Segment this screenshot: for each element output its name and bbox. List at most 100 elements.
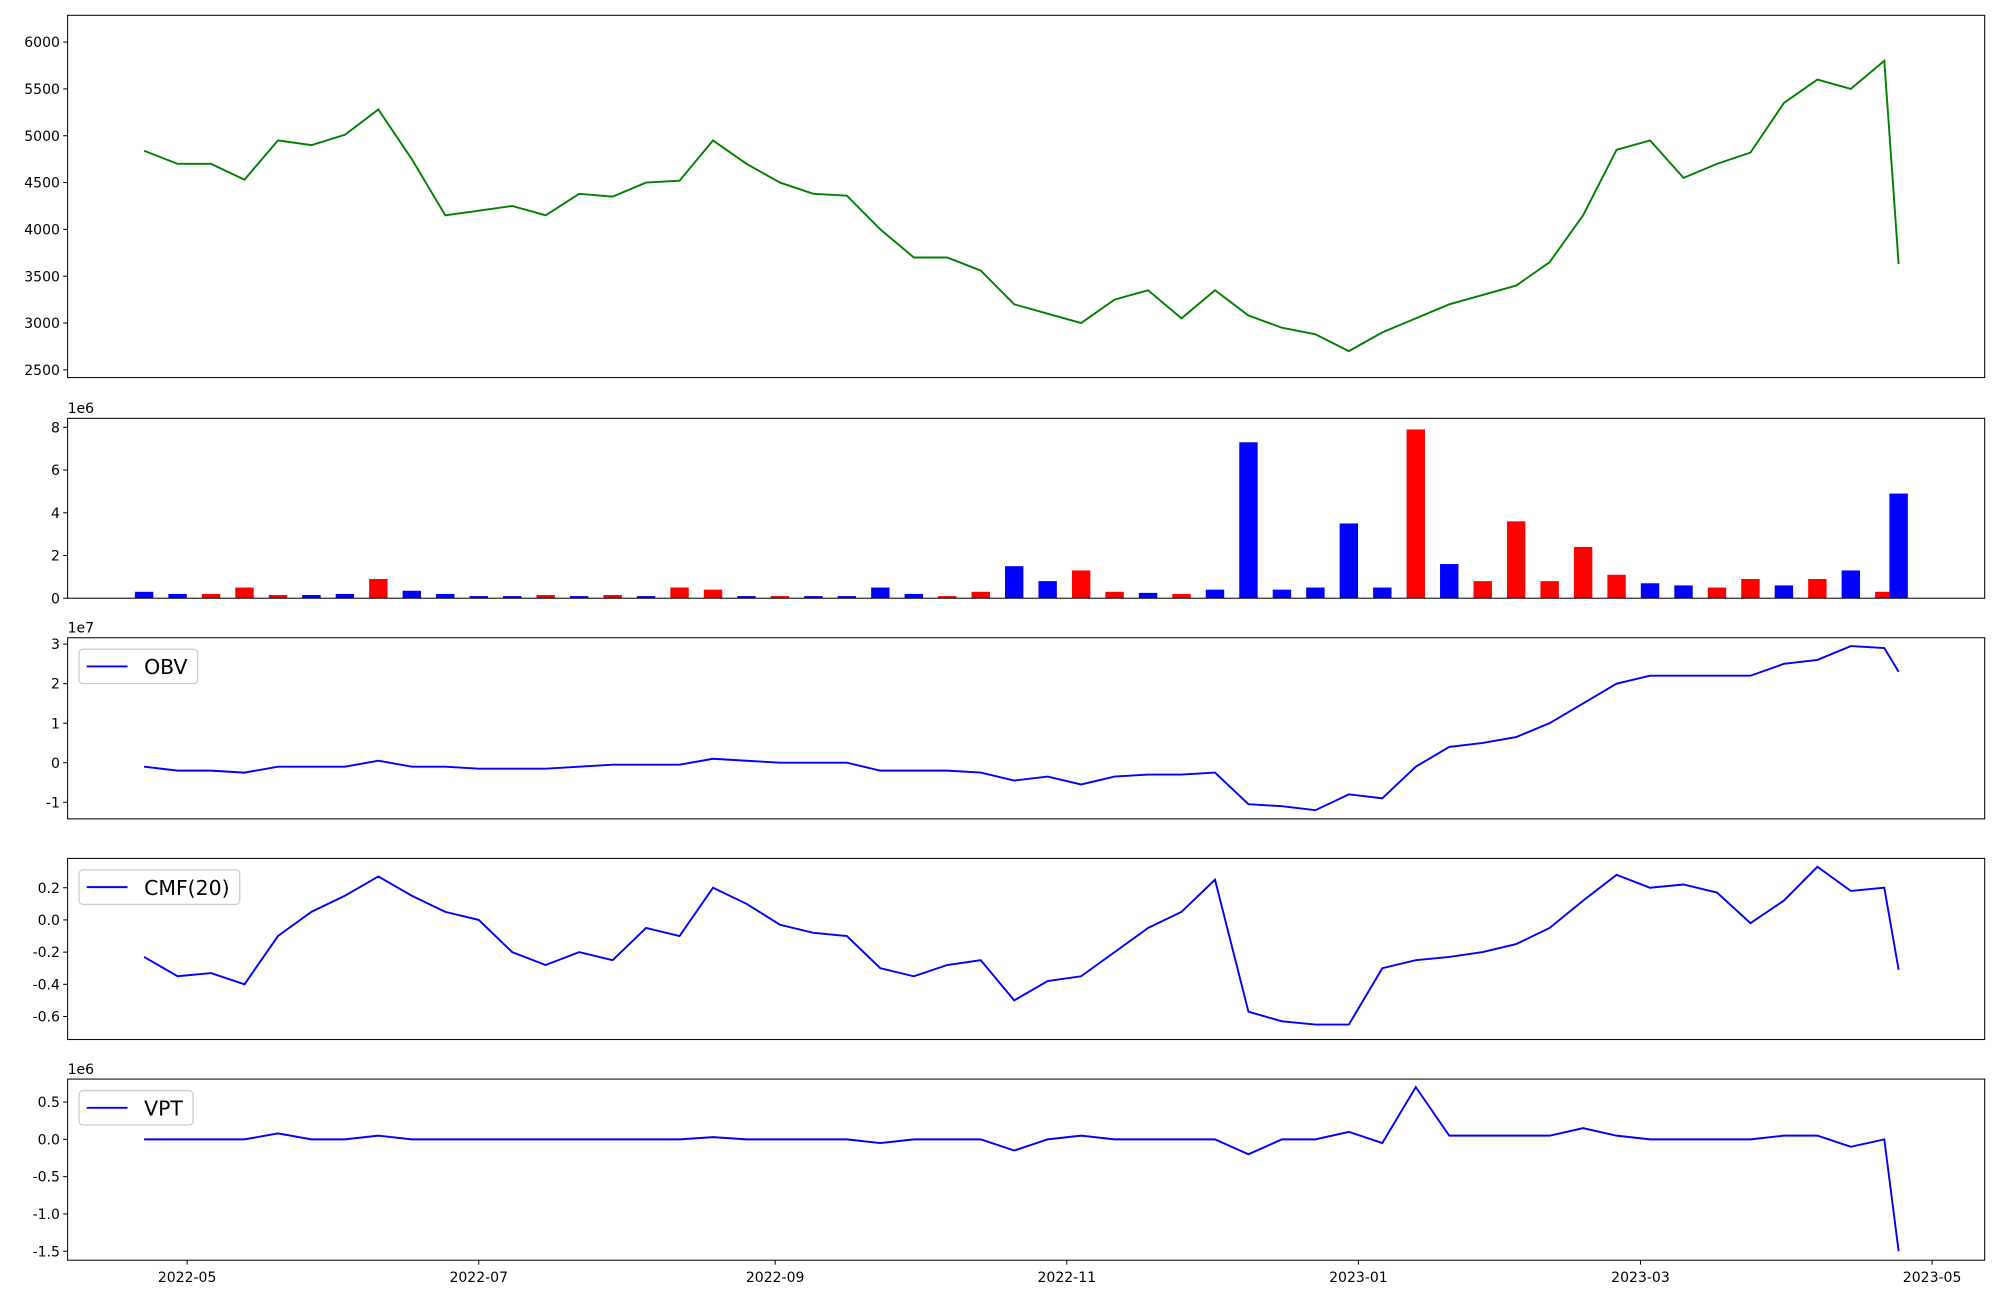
plot-frame [67,14,1986,379]
volume-bar [1339,523,1359,599]
volume-bar [1707,587,1727,599]
y-tick-label: 6 [51,463,60,479]
volume-bar [1373,587,1392,599]
panel: -1 0 1 2 3 1e7 OBV [46,621,1986,820]
series-line [144,1085,1900,1252]
y-tick-label: 0.5 [38,1095,60,1111]
volume-bar [1741,578,1760,599]
legend-label: VPT [144,1096,183,1120]
volume-bar [1774,585,1794,599]
y-tick-label: 3 [51,637,60,653]
axis-offset-label: 1e6 [68,1062,95,1078]
volume-bar [1640,583,1660,599]
volume-bar [971,591,990,599]
y-tick-label: -1.0 [33,1207,60,1223]
volume-bar [235,587,254,599]
x-tick-label: 2023-05 [1903,1270,1962,1286]
panel: 2500 3000 3500 4000 4500 5000 5500 6000 [24,14,1986,379]
volume-bar [603,595,622,599]
volume-bar [1473,581,1492,599]
volume-bar [1841,570,1861,599]
y-tick-label: -0.5 [33,1170,60,1186]
y-tick-label: -0.4 [33,977,60,993]
panel: -1.5 -1.0 -0.5 0.0 0.5 1e6 2022-05 2022-07 2022-… [33,1062,1986,1286]
axis-offset-label: 1e6 [68,401,95,417]
y-tick-label: 1 [51,716,60,732]
volume-bar [1239,442,1258,599]
series-line [143,865,1900,1026]
y-tick-label: 4500 [24,176,60,192]
volume-bar [369,578,388,599]
x-tick-label: 2022-11 [1038,1270,1097,1286]
y-tick-label: 0.0 [38,1132,60,1148]
volume-bar [1674,585,1693,599]
axis-offset-label: 1e7 [68,621,94,637]
volume-bar [837,596,857,599]
plot-frame [67,417,1986,599]
y-tick-label: -1 [46,795,60,811]
x-tick-label: 2022-05 [158,1270,217,1286]
volume-bar [469,596,488,599]
legend-label: OBV [144,655,187,679]
x-tick-label: 2022-07 [449,1270,508,1286]
volume-bar [703,589,723,599]
plot-frame [67,857,1986,1041]
y-tick-label: 5500 [24,82,60,98]
legend-label: CMF(20) [144,876,229,900]
volume-bar [134,591,154,599]
y-tick-label: 8 [51,420,60,436]
y-tick-label: 4000 [24,222,60,238]
y-tick-label: 3500 [24,269,60,285]
y-tick-label: 0 [51,591,60,607]
y-tick-label: 2500 [24,363,60,379]
volume-bar [536,595,555,599]
volume-bar [503,596,522,599]
volume-bar [636,596,656,599]
volume-bar [904,593,924,599]
x-tick-label: 2022-09 [746,1270,805,1286]
volume-bar [436,593,455,599]
volume-bar [402,590,422,599]
y-tick-label: 3000 [24,316,60,332]
y-tick-label: 6000 [24,35,60,51]
volume-bar [938,596,957,599]
y-tick-label: 0 [51,756,60,772]
volume-bar [871,587,890,599]
y-tick-label: 5000 [24,129,60,145]
volume-bar [1004,566,1024,599]
y-tick-label: 0.0 [38,913,60,929]
volume-bar [1306,587,1325,599]
volume-bar [804,596,823,599]
plot-frame [67,1078,1986,1261]
panel: -0.6 -0.4 -0.2 0.0 0.2 CMF(20) [33,857,1986,1041]
volume-bar [268,595,288,599]
y-tick-label: 2 [51,549,60,565]
volume-bar [1573,546,1593,599]
series-line [143,58,1900,353]
legend: VPT [78,1089,194,1126]
volume-bar [1808,578,1827,599]
volume-bar [201,593,221,599]
panel: 0 2 4 6 8 1e6 [51,401,1986,607]
volume-bar [1172,593,1191,599]
legend-box [78,1089,194,1126]
volume-bar [335,593,355,599]
volume-bar [1607,574,1626,599]
volume-bar [670,587,689,599]
x-tick-label: 2023-03 [1611,1270,1670,1286]
volume-bar [1506,521,1526,599]
volume-bar [1071,570,1091,599]
y-tick-label: -1.5 [33,1244,60,1260]
volume-bar [168,593,187,599]
x-tick-label: 2023-01 [1329,1270,1388,1286]
legend-box [78,648,199,685]
volume-bar [770,596,790,599]
volume-bar [1138,592,1158,599]
y-tick-label: 0.2 [38,881,60,897]
volume-bar [1205,589,1225,599]
y-tick-label: -0.2 [33,945,60,961]
volume-bar [302,595,321,599]
volume-bar [737,596,756,599]
series-line [143,645,1900,812]
